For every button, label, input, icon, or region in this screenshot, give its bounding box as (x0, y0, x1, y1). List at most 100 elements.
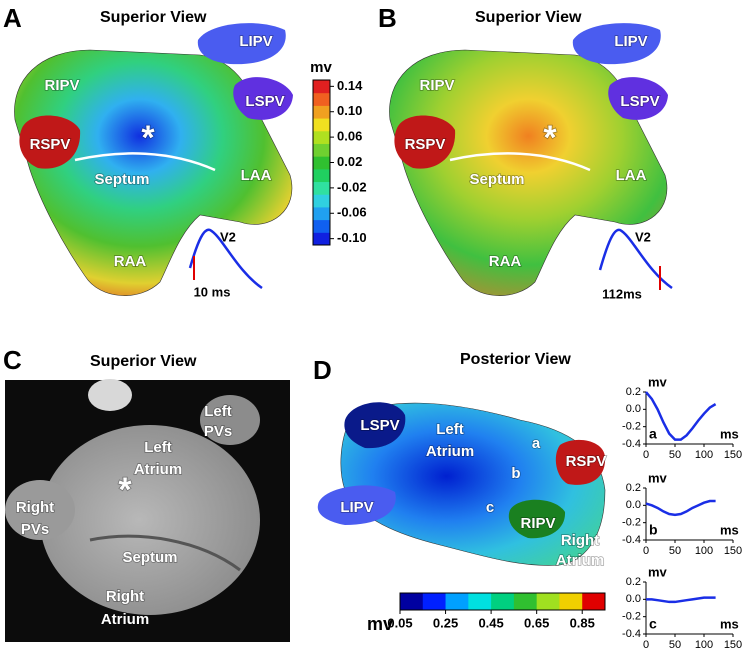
region-label: Atrium (101, 611, 149, 628)
region-label: LSPV (620, 93, 659, 110)
asterisk: * (118, 471, 132, 509)
region-label: b (511, 465, 520, 482)
colorbar-bin (468, 593, 492, 610)
y-axis-label: mv (648, 470, 668, 485)
x-tick-label: 50 (669, 545, 681, 557)
septum-line (449, 152, 591, 172)
colorbar-tick-label: 0.10 (337, 103, 362, 118)
region-label: RSPV (30, 136, 71, 153)
lipv (197, 23, 286, 65)
colorbar-bin (313, 118, 330, 132)
x-tick-label: 0 (643, 449, 649, 461)
y-tick-label: -0.4 (622, 438, 641, 450)
region-label: LSPV (360, 417, 399, 434)
colorbar-tick-label: 0.06 (337, 129, 362, 144)
trace-label: V2 (635, 229, 651, 244)
x-tick-label: 150 (724, 449, 742, 461)
region-label: Septum (94, 171, 149, 188)
panel-letter: C (3, 345, 22, 375)
region-label: PVs (21, 521, 49, 538)
panel-letter: D (313, 355, 332, 385)
colorbar-bin (513, 593, 538, 610)
colorbar-bin (422, 593, 447, 610)
region-label: Left (436, 421, 464, 438)
rspv (555, 439, 606, 485)
panel-letter: B (378, 3, 397, 33)
asterisk: * (543, 119, 557, 157)
y-tick-label: -0.4 (622, 534, 641, 546)
colorbar-bin (313, 130, 330, 144)
region-label: Atrium (134, 461, 182, 478)
ct-aorta (88, 379, 132, 411)
lspv (233, 77, 293, 120)
x-tick-label: 100 (695, 545, 713, 557)
time-label: 112ms (602, 286, 642, 301)
region-label: RSPV (566, 453, 607, 470)
colorbar-bin (313, 143, 330, 157)
x-tick-label: 100 (695, 639, 713, 651)
region-label: Right (561, 532, 599, 549)
panel-c: C Superior View Left PVs Left Atrium Rig… (3, 345, 290, 642)
colorbar-tick-label: 0.25 (433, 615, 458, 630)
lipv (317, 485, 396, 525)
region-label: Right (16, 499, 54, 516)
colorbar-bin (582, 593, 606, 610)
asterisk: * (141, 119, 155, 157)
region-label: Left (204, 403, 232, 420)
septum-line (74, 152, 216, 172)
region-label: RSPV (405, 136, 446, 153)
region-label: LIPV (239, 33, 272, 50)
panel-title: Superior View (475, 9, 582, 26)
ct-right-pvs (5, 480, 75, 540)
panel-title: Superior View (100, 9, 207, 26)
rspv (394, 115, 456, 169)
v2-trace (188, 228, 263, 290)
region-label: Septum (122, 549, 177, 566)
colorbar-tick-label: 0.14 (337, 78, 363, 93)
colorbar-bin (313, 232, 330, 246)
region-label: c (486, 499, 494, 516)
y-axis-label: mv (648, 564, 668, 579)
colorbar-bin (445, 593, 469, 610)
region-label: LIPV (340, 499, 373, 516)
region-label: RAA (114, 253, 147, 270)
colorbar-title: mv (367, 614, 393, 634)
y-tick-label: 0.0 (626, 499, 641, 511)
x-axis-label: ms (720, 426, 739, 441)
colorbar-title: mv (310, 59, 332, 76)
y-tick-label: 0.2 (626, 576, 641, 588)
colorbar-tick-label: 0.65 (524, 615, 549, 630)
colorbar-bin (313, 105, 330, 119)
lspv (608, 77, 668, 120)
trace-letter: b (649, 522, 658, 538)
atrium-map (14, 49, 293, 296)
lipv (572, 23, 661, 65)
y-tick-label: -0.2 (622, 421, 641, 433)
region-label: RIPV (44, 77, 79, 94)
x-axis-label: ms (720, 616, 739, 631)
panel-letter: A (3, 3, 22, 33)
colorbar-bin (313, 92, 330, 106)
panel-b: B Superior View LIPV RIPV LSPV RSPV * Se… (378, 3, 673, 301)
region-label: Left (144, 439, 172, 456)
ct-heart (40, 425, 260, 615)
colorbar-bin (313, 168, 330, 183)
region-label: LSPV (245, 93, 284, 110)
colorbar-bin (313, 156, 330, 170)
colorbar-bin (559, 593, 583, 610)
region-label: RIPV (520, 515, 555, 532)
region-label: LIPV (614, 33, 647, 50)
region-label: Atrium (426, 443, 474, 460)
rspv (19, 115, 81, 169)
region-label: LAA (241, 167, 272, 184)
y-tick-label: 0.2 (626, 386, 641, 398)
colorbar-tick-label: -0.10 (337, 230, 367, 245)
panel-a: A Superior View LIPV RIPV LSPV RSPV * Se… (3, 3, 293, 299)
region-label: Right (106, 588, 144, 605)
atrium-map (389, 49, 668, 296)
region-label: PVs (204, 423, 232, 440)
trace-line (646, 596, 716, 604)
x-tick-label: 0 (643, 545, 649, 557)
x-tick-label: 50 (669, 639, 681, 651)
region-label: Septum (469, 171, 524, 188)
